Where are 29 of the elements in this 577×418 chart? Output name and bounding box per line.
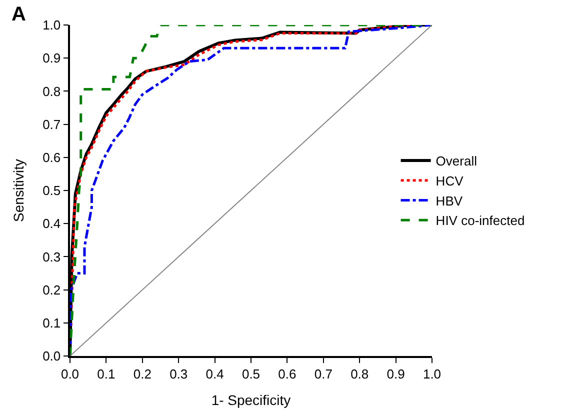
x-tick-label: 0.9 [386,366,405,382]
x-tick-label: 0.4 [206,366,224,382]
x-tick-label: 0.2 [133,366,152,382]
y-tick-label: 0.6 [42,150,61,165]
y-tick-label: 0.2 [42,282,61,298]
chart-title: A [12,3,26,26]
x-tick-label: 0.8 [350,366,369,382]
legend-label: HCV [436,173,464,188]
x-axis-title: 1- Specificity [211,392,291,408]
x-tick-label: 0.1 [97,366,116,382]
x-tick-label: 1.0 [422,366,442,382]
x-tick-label: 0.6 [278,366,296,382]
y-tick-label: 1.0 [42,18,61,33]
y-tick-label: 0.8 [42,84,61,99]
y-tick-label: 0.5 [42,183,61,198]
y-tick-label: 0.7 [42,116,61,132]
x-tick-label: 0.7 [314,366,332,382]
legend-label: HIV co-infected [436,213,525,228]
x-tick-label: 0.3 [170,366,188,382]
legend-label: Overall [436,154,478,169]
x-tick-label: 0.5 [242,366,260,382]
legend-label: HBV [436,193,463,208]
y-tick-label: 0.0 [42,348,61,364]
y-tick-label: 0.9 [42,50,61,66]
y-axis-title: Sensitivity [10,158,27,222]
y-tick-label: 0.4 [42,216,61,232]
y-tick-label: 0.1 [42,315,61,330]
x-tick-label: 0.0 [60,366,80,382]
y-tick-label: 0.3 [42,249,61,264]
